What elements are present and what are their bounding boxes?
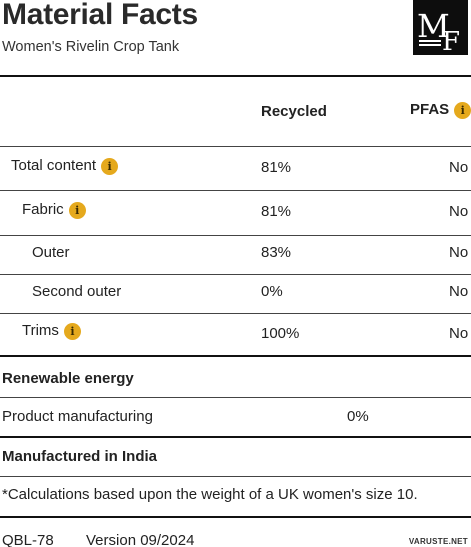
row-label-second-outer: Second outer (32, 283, 122, 300)
second-outer-recycled-value: 0% (261, 283, 283, 300)
trims-info-icon[interactable]: i (63, 322, 81, 340)
row-divider (0, 476, 471, 477)
second-outer-pfas-value: No (449, 283, 469, 300)
total-content-pfas-value: No (449, 159, 469, 176)
column-header-pfas: PFAS i (410, 101, 471, 119)
page-title: Material Facts (2, 0, 198, 31)
fabric-recycled-value: 81% (261, 203, 292, 220)
fabric-info-icon[interactable]: i (68, 201, 86, 219)
svg-text:M: M (417, 7, 450, 45)
table-row-label: Trims i (22, 322, 81, 340)
product-code: QBL-78 (2, 532, 54, 547)
product-manufacturing-label: Product manufacturing (2, 408, 153, 425)
row-label-total-content: Total content (11, 157, 97, 174)
svg-text:F: F (442, 27, 460, 55)
outer-pfas-value: No (449, 244, 469, 261)
product-name: Women's Rivelin Crop Tank (2, 39, 180, 55)
row-divider (0, 146, 471, 147)
row-divider (0, 274, 471, 275)
row-label-trims: Trims (22, 322, 59, 339)
row-divider (0, 235, 471, 236)
pfas-info-icon[interactable]: i (454, 101, 471, 119)
row-divider (0, 313, 471, 314)
version-label: Version 09/2024 (86, 532, 195, 547)
footnote: *Calculations based upon the weight of a… (2, 486, 418, 503)
outer-recycled-value: 83% (261, 244, 292, 261)
table-row-label: Total content i (11, 157, 119, 175)
row-divider (0, 397, 471, 398)
table-row-label: Fabric i (22, 201, 86, 219)
row-label-outer: Outer (32, 244, 70, 261)
row-label-fabric: Fabric (22, 201, 64, 218)
watermark: VARUSTE.NET (408, 537, 468, 546)
total-content-info-icon[interactable]: i (101, 157, 119, 175)
product-manufacturing-value: 0% (347, 408, 369, 425)
section-divider (0, 436, 471, 438)
footer-divider (0, 516, 471, 518)
brand-logo: M F (413, 0, 468, 55)
row-divider (0, 190, 471, 191)
trims-pfas-value: No (449, 325, 469, 342)
fabric-pfas-value: No (449, 203, 469, 220)
column-header-recycled: Recycled (261, 103, 327, 120)
header-divider (0, 75, 471, 77)
renewable-energy-heading: Renewable energy (2, 370, 134, 387)
trims-recycled-value: 100% (261, 325, 300, 342)
total-content-recycled-value: 81% (261, 159, 292, 176)
manufactured-in-heading: Manufactured in India (2, 448, 158, 465)
column-header-pfas-label: PFAS (410, 101, 450, 118)
section-divider (0, 355, 471, 357)
